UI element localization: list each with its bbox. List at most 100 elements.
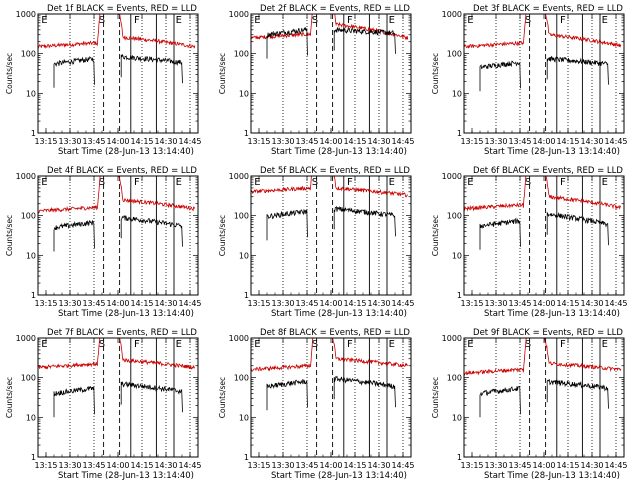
black-events-series-line xyxy=(53,53,183,88)
black-events-series-line xyxy=(266,26,396,59)
y-tick-label: 1000 xyxy=(16,10,36,19)
red-lld-series-line xyxy=(464,176,622,212)
x-tick-label: 13:30 xyxy=(271,461,294,470)
y-tick-label: 1000 xyxy=(229,334,249,343)
x-axis-label: Start Time (28-Jun-13 13:14:40) xyxy=(484,471,620,480)
region-letter: E xyxy=(254,339,260,350)
red-lld-series-line xyxy=(464,14,622,49)
region-letter: F xyxy=(560,339,566,350)
y-axis-label: Counts/sec xyxy=(218,53,227,94)
x-tick-label: 14:00 xyxy=(106,461,129,470)
region-letter: S xyxy=(525,15,531,26)
x-tick-label: 14:30 xyxy=(154,299,177,308)
x-tick-label: 13:30 xyxy=(58,137,81,146)
y-tick-label: 1 xyxy=(244,129,249,138)
region-letter: F xyxy=(134,15,140,26)
region-letter: E xyxy=(467,15,473,26)
red-lld-series-line xyxy=(38,176,196,214)
black-events-series-line xyxy=(266,205,396,241)
y-tick-label: 1 xyxy=(31,291,36,300)
x-tick-label: 13:15 xyxy=(460,299,483,308)
x-tick-label: 14:00 xyxy=(532,137,555,146)
y-axis-label: Counts/sec xyxy=(431,215,440,256)
region-letter: E xyxy=(389,15,395,26)
x-tick-label: 13:30 xyxy=(484,137,507,146)
y-tick-label: 100 xyxy=(21,374,36,383)
y-axis-label: Counts/sec xyxy=(218,215,227,256)
region-letter: E xyxy=(254,177,260,188)
y-tick-label: 1 xyxy=(244,453,249,462)
y-axis-label: Counts/sec xyxy=(5,215,14,256)
x-tick-label: 14:00 xyxy=(319,137,342,146)
x-tick-label: 13:45 xyxy=(82,137,105,146)
x-tick-label: 13:15 xyxy=(34,461,57,470)
y-tick-label: 1 xyxy=(457,291,462,300)
y-tick-label: 100 xyxy=(234,50,249,59)
x-tick-label: 14:45 xyxy=(178,137,201,146)
region-letter: E xyxy=(41,15,47,26)
x-tick-label: 14:45 xyxy=(178,299,201,308)
x-tick-label: 14:15 xyxy=(343,461,366,470)
x-axis-label: Start Time (28-Jun-13 13:14:40) xyxy=(58,147,194,157)
x-tick-label: 14:15 xyxy=(130,137,153,146)
chart-title: Det 8f BLACK = Events, RED = LLD xyxy=(260,328,410,338)
y-tick-label: 1000 xyxy=(16,172,36,181)
y-tick-label: 100 xyxy=(447,374,462,383)
y-tick-label: 1 xyxy=(31,129,36,138)
red-lld-series-line xyxy=(251,338,409,372)
y-axis-label: Counts/sec xyxy=(431,377,440,418)
region-letter: F xyxy=(560,15,566,26)
black-events-series-line xyxy=(53,215,183,252)
region-letter: F xyxy=(560,177,566,188)
x-tick-label: 13:45 xyxy=(295,137,318,146)
region-letter: S xyxy=(99,177,105,188)
region-letter: F xyxy=(134,339,140,350)
x-tick-label: 13:45 xyxy=(82,299,105,308)
region-letter: S xyxy=(312,15,318,26)
x-tick-label: 13:30 xyxy=(58,299,81,308)
y-axis-label: Counts/sec xyxy=(5,377,14,418)
red-lld-series-line xyxy=(251,176,408,198)
red-lld-series-line xyxy=(38,338,196,370)
x-tick-label: 14:30 xyxy=(580,299,603,308)
y-tick-label: 10 xyxy=(26,413,36,422)
chart-title: Det 9f BLACK = Events, RED = LLD xyxy=(473,328,623,338)
region-letter: E xyxy=(176,339,182,350)
y-tick-label: 1 xyxy=(457,453,462,462)
x-tick-label: 13:15 xyxy=(460,137,483,146)
x-tick-label: 13:15 xyxy=(460,461,483,470)
region-letter: E xyxy=(254,15,260,26)
x-tick-label: 13:45 xyxy=(508,137,531,146)
region-letter: E xyxy=(467,177,473,188)
x-tick-label: 14:00 xyxy=(319,461,342,470)
region-letter: E xyxy=(602,15,608,26)
region-letter: E xyxy=(41,177,47,188)
y-tick-label: 100 xyxy=(447,212,462,221)
x-tick-label: 14:45 xyxy=(178,461,201,470)
x-tick-label: 13:15 xyxy=(34,299,57,308)
x-tick-label: 14:15 xyxy=(343,137,366,146)
y-tick-label: 10 xyxy=(26,89,36,98)
x-axis-label: Start Time (28-Jun-13 13:14:40) xyxy=(271,309,407,319)
x-tick-label: 14:15 xyxy=(343,299,366,308)
y-tick-label: 10 xyxy=(452,251,462,260)
region-letter: F xyxy=(347,177,353,188)
x-tick-label: 13:45 xyxy=(295,461,318,470)
x-tick-label: 13:30 xyxy=(271,299,294,308)
x-tick-label: 13:15 xyxy=(247,299,270,308)
x-tick-label: 14:30 xyxy=(154,461,177,470)
x-tick-label: 14:00 xyxy=(106,299,129,308)
x-tick-label: 14:30 xyxy=(367,137,390,146)
black-events-series-line xyxy=(53,381,183,418)
x-tick-label: 14:45 xyxy=(604,137,627,146)
region-letter: F xyxy=(347,15,353,26)
y-tick-label: 100 xyxy=(234,374,249,383)
region-letter: S xyxy=(312,177,318,188)
y-axis-label: Counts/sec xyxy=(218,377,227,418)
chart-title: Det 3f BLACK = Events, RED = LLD xyxy=(473,4,623,14)
y-tick-label: 100 xyxy=(21,212,36,221)
x-tick-label: 14:15 xyxy=(556,299,579,308)
region-letter: F xyxy=(134,177,140,188)
